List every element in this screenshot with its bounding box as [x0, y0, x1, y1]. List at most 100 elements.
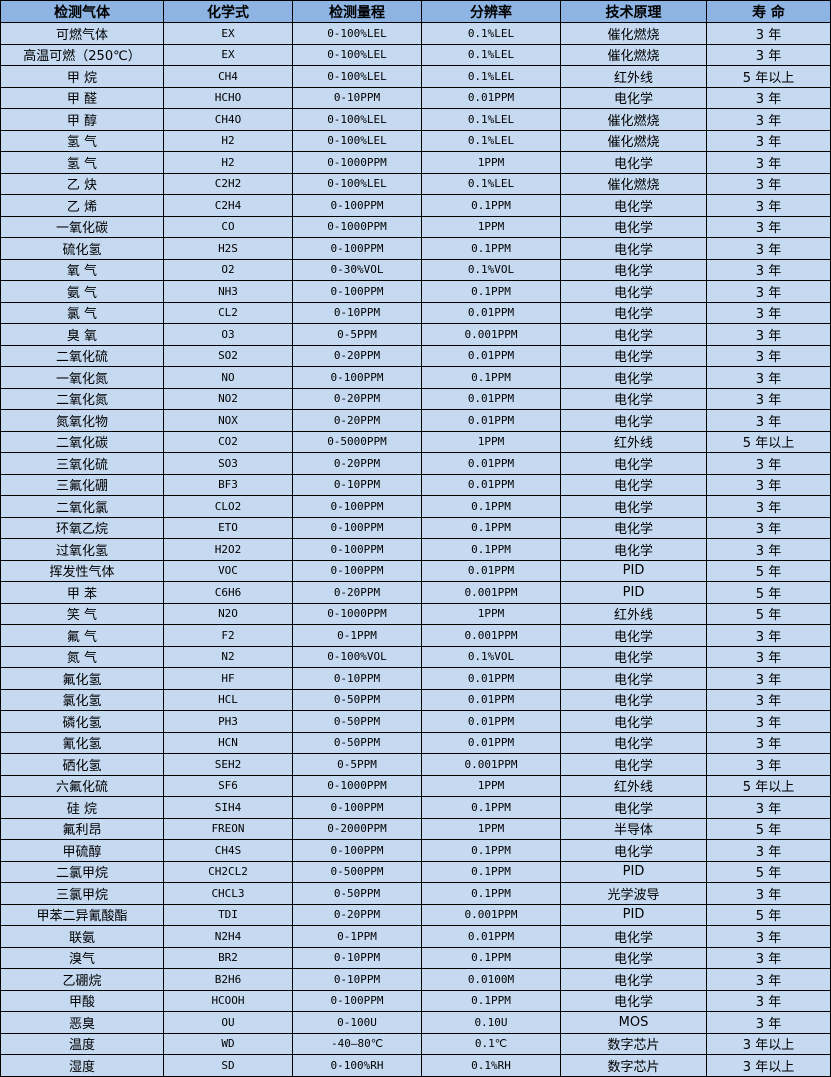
cell-principle: 光学波导 [560, 882, 707, 905]
cell-formula: HCN [163, 731, 293, 754]
cell-principle: 半导体 [560, 817, 707, 840]
cell-formula: TDI [163, 903, 293, 926]
cell-lifetime: 3 年以上 [706, 1032, 831, 1055]
cell-principle: 数字芯片 [560, 1054, 707, 1077]
table-row: 三氟化硼 BF3 0-10PPM 0.01PPM 电化学 3 年 [0, 473, 831, 496]
cell-resolution: 0.01PPM [421, 301, 561, 324]
cell-gas: 氰化氢 [0, 731, 164, 754]
cell-range: 0-50PPM [292, 688, 422, 711]
cell-resolution: 0.1PPM [421, 882, 561, 905]
cell-range: 0-100PPM [292, 516, 422, 539]
table-row: 过氧化氢 H2O2 0-100PPM 0.1PPM 电化学 3 年 [0, 538, 831, 561]
table-row: 氮氧化物 NOX 0-20PPM 0.01PPM 电化学 3 年 [0, 409, 831, 432]
table-row: 二氧化硫 SO2 0-20PPM 0.01PPM 电化学 3 年 [0, 344, 831, 367]
cell-principle: 电化学 [560, 452, 707, 475]
cell-formula: H2 [163, 151, 293, 174]
cell-lifetime: 3 年 [706, 366, 831, 389]
cell-range: 0-100PPM [292, 237, 422, 260]
cell-principle: 电化学 [560, 667, 707, 690]
table-row: 甲酸 HCOOH 0-100PPM 0.1PPM 电化学 3 年 [0, 989, 831, 1012]
cell-lifetime: 3 年 [706, 516, 831, 539]
cell-range: 0-20PPM [292, 903, 422, 926]
cell-principle: 电化学 [560, 194, 707, 217]
cell-lifetime: 3 年 [706, 108, 831, 131]
cell-principle: 电化学 [560, 645, 707, 668]
cell-resolution: 0.01PPM [421, 710, 561, 733]
cell-range: 0-100PPM [292, 839, 422, 862]
cell-resolution: 0.1PPM [421, 366, 561, 389]
cell-formula: H2 [163, 129, 293, 152]
cell-principle: 电化学 [560, 387, 707, 410]
cell-gas: 臭 氧 [0, 323, 164, 346]
cell-lifetime: 3 年 [706, 710, 831, 733]
cell-gas: 氟化氢 [0, 667, 164, 690]
cell-lifetime: 3 年 [706, 473, 831, 496]
table-row: 氟 气 F2 0-1PPM 0.001PPM 电化学 3 年 [0, 624, 831, 647]
cell-formula: NO [163, 366, 293, 389]
cell-formula: HF [163, 667, 293, 690]
cell-range: 0-20PPM [292, 409, 422, 432]
cell-gas: 甲 苯 [0, 581, 164, 604]
table-row: 氯 气 CL2 0-10PPM 0.01PPM 电化学 3 年 [0, 301, 831, 324]
table-row: 甲 烷 CH4 0-100%LEL 0.1%LEL 红外线 5 年以上 [0, 65, 831, 88]
cell-principle: 催化燃烧 [560, 172, 707, 195]
cell-gas: 氧 气 [0, 258, 164, 281]
table-row: 恶臭 OU 0-100U 0.10U MOS 3 年 [0, 1011, 831, 1034]
cell-gas: 氯化氢 [0, 688, 164, 711]
cell-lifetime: 3 年 [706, 968, 831, 991]
cell-formula: CLO2 [163, 495, 293, 518]
cell-gas: 氟 气 [0, 624, 164, 647]
cell-lifetime: 3 年 [706, 989, 831, 1012]
cell-lifetime: 3 年 [706, 452, 831, 475]
cell-principle: 红外线 [560, 65, 707, 88]
cell-lifetime: 5 年 [706, 817, 831, 840]
cell-lifetime: 3 年 [706, 667, 831, 690]
cell-lifetime: 3 年以上 [706, 1054, 831, 1077]
cell-formula: CHCL3 [163, 882, 293, 905]
cell-formula: HCHO [163, 86, 293, 109]
table-row: 三氧化硫 SO3 0-20PPM 0.01PPM 电化学 3 年 [0, 452, 831, 475]
cell-resolution: 0.1PPM [421, 237, 561, 260]
cell-resolution: 0.1%LEL [421, 65, 561, 88]
cell-range: 0-5PPM [292, 753, 422, 776]
cell-resolution: 0.01PPM [421, 688, 561, 711]
cell-formula: EX [163, 43, 293, 66]
cell-range: 0-100PPM [292, 559, 422, 582]
cell-gas: 联氨 [0, 925, 164, 948]
cell-range: 0-100PPM [292, 989, 422, 1012]
cell-resolution: 0.01PPM [421, 409, 561, 432]
cell-range: 0-30%VOL [292, 258, 422, 281]
cell-gas: 可燃气体 [0, 22, 164, 45]
cell-range: 0-5000PPM [292, 430, 422, 453]
cell-resolution: 0.1%VOL [421, 645, 561, 668]
cell-formula: N2H4 [163, 925, 293, 948]
table-row: 氨 气 NH3 0-100PPM 0.1PPM 电化学 3 年 [0, 280, 831, 303]
cell-range: 0-10PPM [292, 968, 422, 991]
cell-principle: 电化学 [560, 839, 707, 862]
table-row: 二氧化碳 CO2 0-5000PPM 1PPM 红外线 5 年以上 [0, 430, 831, 453]
table-row: 乙 炔 C2H2 0-100%LEL 0.1%LEL 催化燃烧 3 年 [0, 172, 831, 195]
cell-lifetime: 3 年 [706, 280, 831, 303]
cell-range: 0-100PPM [292, 194, 422, 217]
cell-formula: B2H6 [163, 968, 293, 991]
table-row: 磷化氢 PH3 0-50PPM 0.01PPM 电化学 3 年 [0, 710, 831, 733]
cell-gas: 乙硼烷 [0, 968, 164, 991]
cell-principle: 电化学 [560, 323, 707, 346]
cell-resolution: 1PPM [421, 215, 561, 238]
cell-gas: 二氧化氯 [0, 495, 164, 518]
cell-gas: 三氟化硼 [0, 473, 164, 496]
cell-lifetime: 3 年 [706, 172, 831, 195]
cell-resolution: 0.1PPM [421, 796, 561, 819]
cell-principle: PID [560, 559, 707, 582]
cell-range: 0-500PPM [292, 860, 422, 883]
cell-gas: 过氧化氢 [0, 538, 164, 561]
cell-formula: SIH4 [163, 796, 293, 819]
cell-resolution: 0.1%LEL [421, 172, 561, 195]
cell-formula: O2 [163, 258, 293, 281]
cell-formula: ETO [163, 516, 293, 539]
cell-resolution: 0.001PPM [421, 624, 561, 647]
cell-gas: 硅 烷 [0, 796, 164, 819]
cell-resolution: 0.001PPM [421, 753, 561, 776]
header-principle: 技术原理 [560, 0, 707, 23]
